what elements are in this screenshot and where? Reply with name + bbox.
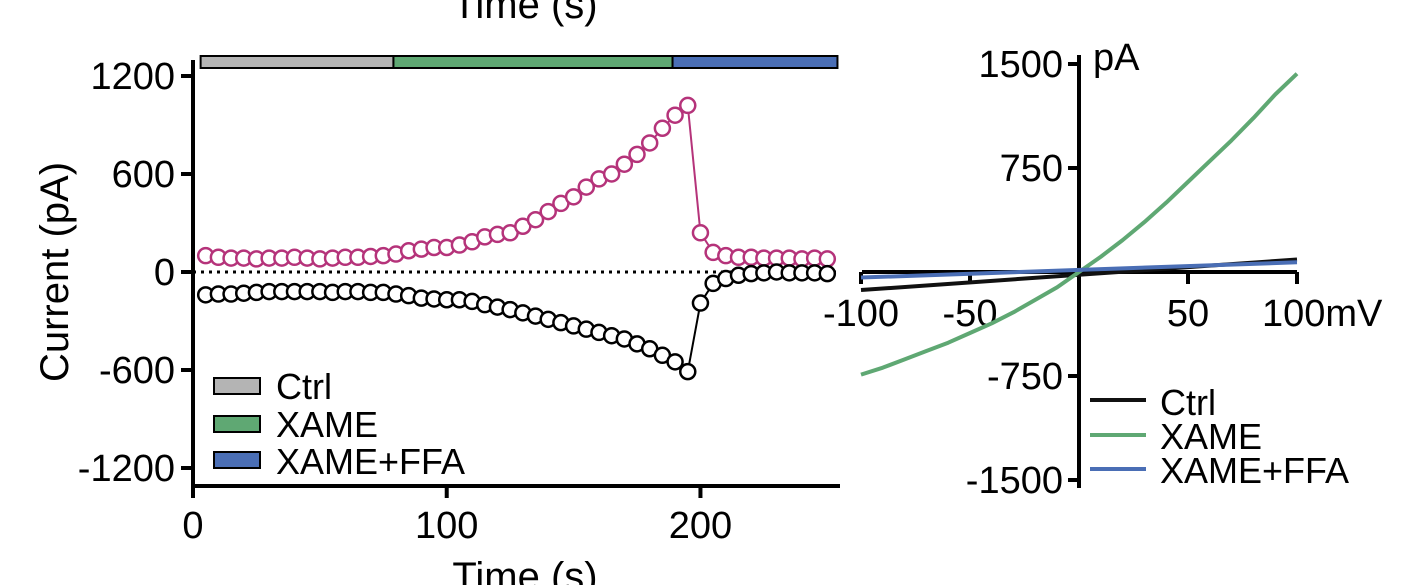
- time-course-series: [196, 96, 837, 381]
- outward-current-point: [653, 119, 672, 138]
- inward-current-point: [666, 353, 684, 371]
- left-y-ticks: 1200 600 0 -600 -1200: [78, 56, 193, 490]
- right-y-tick-label: -750: [987, 356, 1063, 398]
- right-y-unit-label: pA: [1093, 37, 1140, 79]
- left-y-tick-label: -600: [99, 350, 175, 392]
- right-x-tick-label: 100mV: [1262, 293, 1383, 335]
- outward-current-point: [577, 178, 596, 196]
- legend-label-ctrl-iv: Ctrl: [1160, 382, 1216, 423]
- right-x-tick-label: -50: [943, 293, 998, 335]
- inward-current-point: [679, 362, 697, 381]
- outward-current-point: [602, 165, 621, 183]
- condition-bar-ctrl: [199, 55, 395, 69]
- outward-current-point: [666, 106, 684, 124]
- legend-label-ctrl: Ctrl: [276, 366, 332, 407]
- iv-curve-chart: 1500 750 -750 -1500 -100 -50 50 100mV pA Ctrl …: [823, 37, 1383, 502]
- right-y-ticks: 1500 750 -750 -1500: [966, 44, 1079, 502]
- right-x-tick-label: -100: [823, 293, 899, 335]
- right-y-tick-label: -1500: [966, 460, 1063, 502]
- inward-current-point: [691, 294, 710, 312]
- right-x-ticks: -100 -50 50 100mV: [823, 272, 1383, 335]
- outward-current-point: [615, 155, 634, 173]
- right-legend: Ctrl XAME XAME+FFA: [1090, 382, 1349, 491]
- legend-label-xame-ffa: XAME+FFA: [276, 441, 465, 482]
- left-y-tick-label: -1200: [78, 448, 175, 490]
- left-y-tick-label: 1200: [90, 56, 175, 98]
- inward-current-point: [818, 264, 837, 283]
- iv-line-xame: [860, 72, 1299, 377]
- legend-label-xame-iv: XAME: [1160, 416, 1262, 457]
- left-y-tick-label: 600: [112, 154, 175, 196]
- outward-current-point: [818, 250, 837, 268]
- left-x-tick-label: 200: [669, 505, 732, 547]
- left-y-axis-label: Current (pA): [33, 162, 77, 382]
- legend-swatch-ctrl: [213, 377, 261, 395]
- condition-bar-xame-ffa: [671, 55, 839, 69]
- condition-bar-xame: [392, 55, 674, 69]
- left-x-tick-label: 0: [182, 505, 203, 547]
- legend-swatch-xame-ffa: [213, 451, 261, 469]
- outward-current-point: [539, 202, 557, 221]
- time-course-chart: Time (s) 1200 600 0 -600 -1200 0 100 200 Curre…: [33, 0, 840, 585]
- left-x-axis-label: Time (s): [452, 555, 597, 585]
- left-y-tick-label: 0: [154, 252, 175, 294]
- right-y-tick-label: 750: [1000, 148, 1063, 190]
- outward-current-point: [628, 145, 646, 164]
- outward-current-point: [640, 134, 659, 152]
- outward-current-point: [526, 210, 545, 229]
- legend-label-xame: XAME: [276, 404, 378, 445]
- legend-label-xame-ffa-iv: XAME+FFA: [1160, 450, 1349, 491]
- outward-current-point: [679, 96, 697, 115]
- left-legend: Ctrl XAME XAME+FFA: [213, 366, 465, 482]
- condition-bar: [199, 55, 839, 69]
- top-cutoff-title: Time (s): [452, 0, 597, 27]
- right-x-tick-label: 50: [1167, 293, 1209, 335]
- right-y-tick-label: 1500: [978, 44, 1063, 86]
- iv-line-xame-ffa: [860, 260, 1298, 280]
- outward-current-point: [691, 224, 710, 242]
- left-x-tick-label: 100: [415, 505, 478, 547]
- iv-series: [860, 72, 1299, 377]
- legend-swatch-xame: [213, 415, 261, 433]
- outward-current-point: [564, 188, 583, 206]
- left-x-ticks: 0 100 200: [182, 486, 732, 547]
